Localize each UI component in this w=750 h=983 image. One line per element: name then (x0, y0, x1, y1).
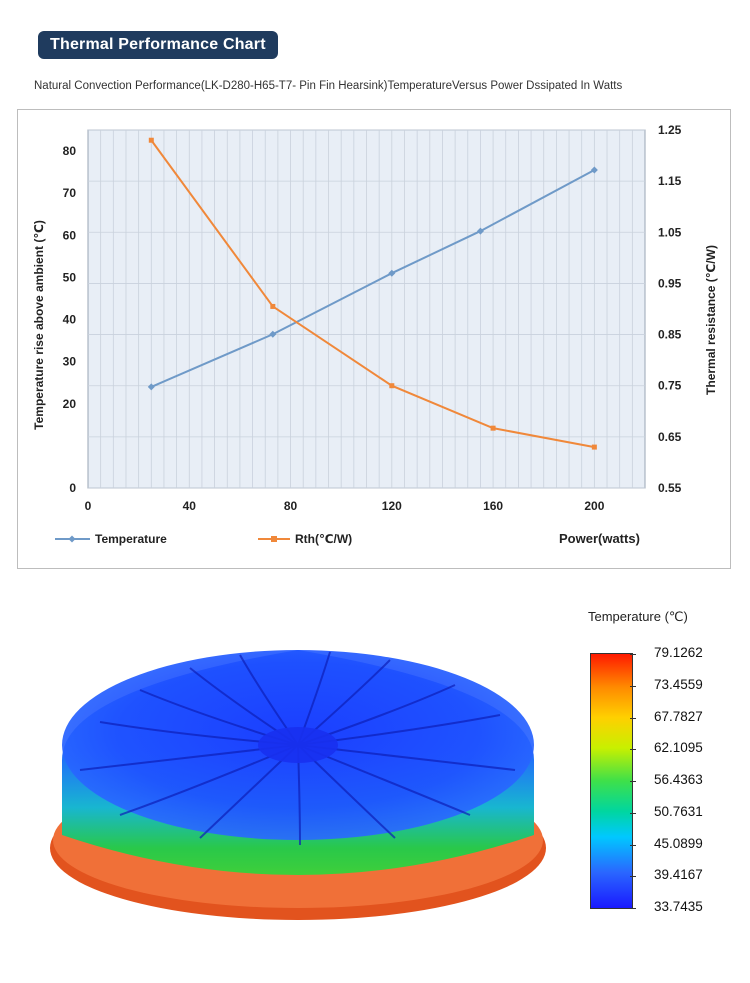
colorbar-label: 45.0899 (654, 835, 703, 851)
heatsink-fins (62, 650, 534, 875)
y-right-tick-label: 0.85 (658, 328, 682, 342)
y-left-tick-label: 70 (63, 186, 77, 200)
colorbar-label: 50.7631 (654, 803, 703, 819)
colorbar-label: 39.4167 (654, 867, 703, 883)
temperature-colorbar (590, 653, 633, 909)
colorbar-tick (630, 749, 636, 751)
data-point-temperature (388, 269, 396, 277)
colorbar-label: 56.4363 (654, 772, 703, 787)
data-point-rth (270, 303, 276, 309)
data-point-rth (389, 383, 395, 389)
x-tick-label: 0 (85, 499, 92, 513)
colorbar-tick (630, 908, 636, 909)
x-tick-label: 200 (584, 499, 604, 513)
y-left-tick-label: 0 (69, 481, 76, 495)
y-right-tick-label: 1.25 (658, 123, 682, 137)
x-tick-label: 160 (483, 499, 503, 513)
colorbar-title: Temperature (℃) (588, 609, 688, 624)
colorbar-tick (630, 781, 636, 782)
chart-frame (17, 109, 731, 569)
y-left-tick-label: 30 (63, 355, 77, 369)
colorbar-label: 62.1095 (654, 740, 703, 756)
y-axis-left-label: Temperature rise above ambient (℃) (32, 220, 46, 430)
colorbar-label: 73.4559 (654, 676, 703, 692)
colorbar-tick (630, 654, 636, 655)
y-axis-right-label: Thermal resistance (℃/W) (704, 245, 718, 395)
x-axis-label: Power(watts) (559, 531, 640, 546)
x-tick-label: 40 (183, 499, 197, 513)
chart-subtitle: Natural Convection Performance(LK-D280-H… (34, 80, 623, 92)
colorbar-tick (630, 876, 636, 878)
y-right-tick-label: 1.15 (658, 174, 682, 188)
y-right-tick-label: 0.75 (658, 379, 682, 393)
data-point-rth (490, 425, 496, 431)
y-right-tick-label: 0.65 (658, 430, 682, 444)
legend: Temperature Rth(℃/W) (55, 532, 352, 546)
page-title: Thermal Performance Chart (38, 31, 278, 59)
data-point-rth (591, 444, 597, 450)
heatsink-base (50, 776, 546, 920)
y-left-tick-label: 50 (63, 270, 77, 284)
fin-lines (79, 651, 516, 846)
legend-marker-rth (271, 536, 277, 542)
thermal-chart: 0 40 80 120 160 200 0 20 30 40 50 60 70 80 0.55 0.65 0.7… (32, 123, 718, 546)
legend-temperature: Temperature (95, 532, 167, 546)
y-right-tick-label: 0.55 (658, 481, 682, 495)
y-left-tick-label: 20 (63, 397, 77, 411)
data-point-temperature (590, 166, 598, 174)
x-tick-label: 80 (284, 499, 298, 513)
colorbar-tick (630, 844, 636, 846)
y-right-tick-label: 0.95 (658, 276, 682, 290)
legend-marker-temperature (68, 535, 76, 543)
data-point-temperature (476, 227, 484, 235)
data-point-temperature (269, 330, 277, 338)
colorbar-label: 79.1262 (654, 645, 703, 660)
colorbar-label: 67.7827 (654, 708, 703, 724)
colorbar-tick (630, 717, 636, 719)
colorbar-tick (630, 685, 636, 687)
colorbar-tick (630, 812, 636, 814)
y-left-tick-label: 80 (63, 144, 77, 158)
legend-rth: Rth(℃/W) (295, 532, 352, 546)
y-left-tick-label: 40 (63, 313, 77, 327)
x-tick-label: 120 (382, 499, 402, 513)
y-left-tick-label: 60 (63, 228, 77, 242)
data-point-temperature (147, 383, 155, 391)
y-right-tick-label: 1.05 (658, 225, 682, 239)
data-point-rth (148, 137, 154, 143)
colorbar-label: 33.7435 (654, 899, 703, 914)
